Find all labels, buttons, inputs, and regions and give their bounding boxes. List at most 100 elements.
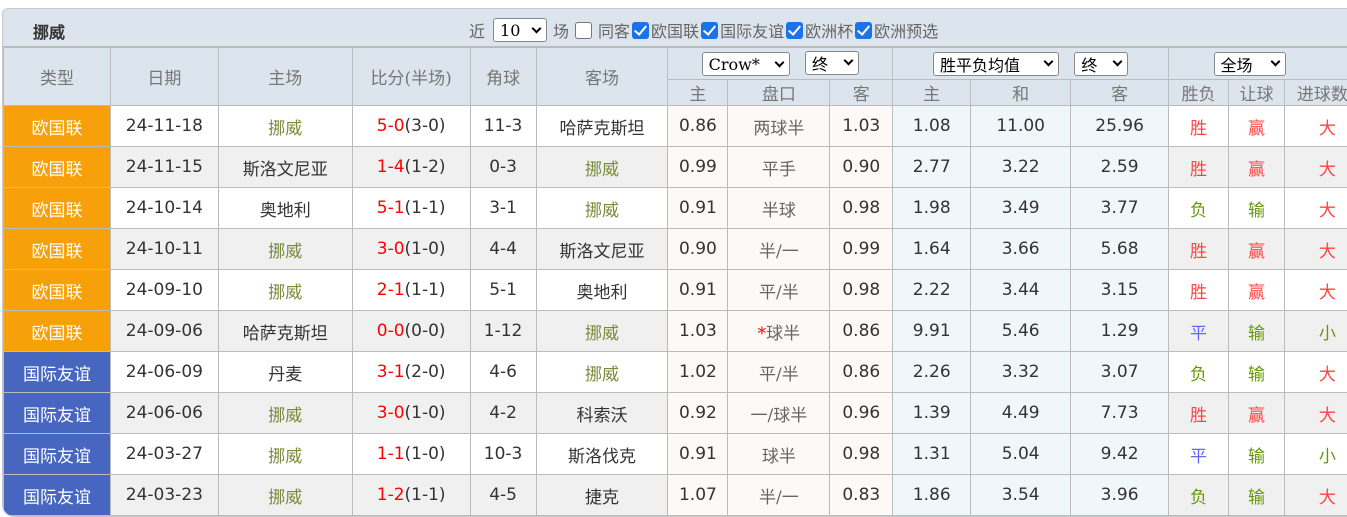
home-team[interactable]: 斯洛文尼亚 — [218, 147, 352, 188]
ah-line: *球半 — [728, 311, 830, 352]
score[interactable]: 5-1(1-1) — [352, 188, 470, 229]
eu-home-odds: 2.77 — [893, 147, 971, 188]
away-team[interactable]: 奥地利 — [536, 270, 668, 311]
ah-line: 球半 — [728, 434, 830, 475]
table-row[interactable]: 欧国联 24-10-11 挪威 3-0(1-0) 4-4 斯洛文尼亚 0.90 … — [4, 229, 1347, 270]
home-team[interactable]: 哈萨克斯坦 — [218, 311, 352, 352]
near-label: 近 — [469, 18, 485, 42]
away-team[interactable]: 斯洛文尼亚 — [536, 229, 668, 270]
table-row[interactable]: 欧国联 24-10-14 奥地利 5-1(1-1) 3-1 挪威 0.91 半球… — [4, 188, 1347, 229]
result-wl: 平 — [1169, 311, 1229, 352]
result-ou: 大 — [1284, 147, 1347, 188]
league-badge[interactable]: 欧国联 — [4, 270, 111, 311]
score[interactable]: 1-2(1-1) — [352, 475, 470, 516]
eu-stage-select[interactable]: 终 — [1074, 52, 1128, 76]
table-row[interactable]: 欧国联 24-11-15 斯洛文尼亚 1-4(1-2) 0-3 挪威 0.99 … — [4, 147, 1347, 188]
table-row[interactable]: 国际友谊 24-06-09 丹麦 3-1(2-0) 4-6 挪威 1.02 平/… — [4, 352, 1347, 393]
result-wl: 平 — [1169, 434, 1229, 475]
away-team[interactable]: 捷克 — [536, 475, 668, 516]
table-row[interactable]: 欧国联 24-09-10 挪威 2-1(1-1) 5-1 奥地利 0.91 平/… — [4, 270, 1347, 311]
away-team[interactable]: 斯洛伐克 — [536, 434, 668, 475]
home-team[interactable]: 丹麦 — [218, 352, 352, 393]
away-team[interactable]: 挪威 — [536, 352, 668, 393]
home-team[interactable]: 挪威 — [218, 106, 352, 147]
result-ah: 输 — [1228, 475, 1284, 516]
ah-line-text: 平/半 — [759, 365, 799, 385]
euro-odds-header: 胜平负均值 终 — [893, 48, 1169, 80]
result-ou: 大 — [1284, 188, 1347, 229]
league-badge[interactable]: 欧国联 — [4, 311, 111, 352]
result-ou: 小 — [1284, 311, 1347, 352]
match-date: 24-09-06 — [110, 311, 218, 352]
table-row[interactable]: 国际友谊 24-06-06 挪威 3-0(1-0) 4-2 科索沃 0.92 一… — [4, 393, 1347, 434]
eu-away-odds: 25.96 — [1071, 106, 1169, 147]
home-team[interactable]: 挪威 — [218, 393, 352, 434]
home-team[interactable]: 奥地利 — [218, 188, 352, 229]
eu-away-odds: 3.96 — [1071, 475, 1169, 516]
league-filter-label: 欧洲预选 — [874, 18, 938, 42]
score[interactable]: 1-1(1-0) — [352, 434, 470, 475]
score[interactable]: 5-0(3-0) — [352, 106, 470, 147]
score[interactable]: 1-4(1-2) — [352, 147, 470, 188]
score[interactable]: 3-0(1-0) — [352, 229, 470, 270]
period-select[interactable]: 全场 — [1214, 52, 1286, 76]
ah-stage-select[interactable]: 终 — [805, 51, 859, 75]
league-filter-checkbox[interactable] — [855, 22, 872, 39]
away-team[interactable]: 挪威 — [536, 311, 668, 352]
ah-line-text: 平/半 — [759, 283, 799, 303]
table-row[interactable]: 国际友谊 24-03-27 挪威 1-1(1-0) 10-3 斯洛伐克 0.91… — [4, 434, 1347, 475]
league-badge[interactable]: 欧国联 — [4, 147, 111, 188]
score[interactable]: 3-1(2-0) — [352, 352, 470, 393]
eu-away-odds: 9.42 — [1071, 434, 1169, 475]
league-badge[interactable]: 欧国联 — [4, 229, 111, 270]
ah-away-odds: 0.96 — [830, 393, 893, 434]
league-badge[interactable]: 国际友谊 — [4, 393, 111, 434]
league-filter-checkbox[interactable] — [786, 22, 803, 39]
league-badge[interactable]: 国际友谊 — [4, 352, 111, 393]
eu-draw-odds: 3.49 — [971, 188, 1071, 229]
panel-header: 挪威 近 10 场 同客 欧国联国际友谊欧洲杯欧洲预选 — [3, 9, 1347, 47]
ah-company-select[interactable]: Crow* — [702, 52, 790, 76]
away-team[interactable]: 哈萨克斯坦 — [536, 106, 668, 147]
ah-line: 平手 — [728, 147, 830, 188]
away-team[interactable]: 科索沃 — [536, 393, 668, 434]
result-header: 全场 — [1169, 48, 1347, 80]
league-badge[interactable]: 欧国联 — [4, 106, 111, 147]
matches-table: 类型 日期 主场 比分(半场) 角球 客场 Crow* 终 胜平负均值 终 全场 — [3, 47, 1347, 516]
col-away: 客场 — [536, 48, 668, 106]
same-venue-checkbox[interactable] — [575, 22, 592, 39]
chevron-down-icon — [1270, 57, 1280, 67]
league-badge[interactable]: 国际友谊 — [4, 434, 111, 475]
col-type: 类型 — [4, 48, 111, 106]
match-count-select[interactable]: 10 — [493, 18, 547, 42]
full-time-score: 3-0 — [377, 403, 405, 423]
home-team[interactable]: 挪威 — [218, 229, 352, 270]
score[interactable]: 3-0(1-0) — [352, 393, 470, 434]
home-team[interactable]: 挪威 — [218, 475, 352, 516]
full-time-score: 1-4 — [377, 157, 405, 177]
home-team[interactable]: 挪威 — [218, 270, 352, 311]
eu-type-select[interactable]: 胜平负均值 — [933, 52, 1059, 76]
table-row[interactable]: 欧国联 24-11-18 挪威 5-0(3-0) 11-3 哈萨克斯坦 0.86… — [4, 106, 1347, 147]
match-date: 24-06-09 — [110, 352, 218, 393]
away-team[interactable]: 挪威 — [536, 147, 668, 188]
league-badge[interactable]: 欧国联 — [4, 188, 111, 229]
league-filter-checkbox[interactable] — [632, 22, 649, 39]
result-ah: 输 — [1228, 352, 1284, 393]
league-badge[interactable]: 国际友谊 — [4, 475, 111, 516]
league-filter-checkbox[interactable] — [701, 22, 718, 39]
match-date: 24-11-15 — [110, 147, 218, 188]
ah-away-odds: 0.98 — [830, 434, 893, 475]
table-row[interactable]: 国际友谊 24-03-23 挪威 1-2(1-1) 4-5 捷克 1.07 半/… — [4, 475, 1347, 516]
col-result-wl: 胜负 — [1169, 80, 1229, 106]
corners: 5-1 — [470, 270, 536, 311]
table-row[interactable]: 欧国联 24-09-06 哈萨克斯坦 0-0(0-0) 1-12 挪威 1.03… — [4, 311, 1347, 352]
asian-handicap-header: Crow* 终 — [668, 48, 893, 80]
col-ah-away: 客 — [830, 80, 893, 106]
away-team[interactable]: 挪威 — [536, 188, 668, 229]
score[interactable]: 2-1(1-1) — [352, 270, 470, 311]
match-date: 24-03-27 — [110, 434, 218, 475]
home-team[interactable]: 挪威 — [218, 434, 352, 475]
score[interactable]: 0-0(0-0) — [352, 311, 470, 352]
full-time-score: 5-0 — [377, 116, 405, 136]
